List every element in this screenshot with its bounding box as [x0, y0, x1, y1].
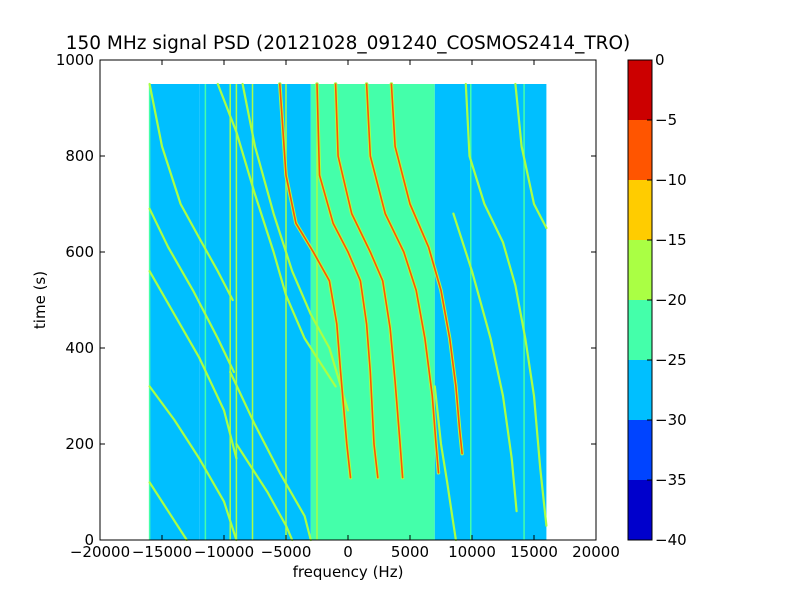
- signal-track: [464, 82, 548, 527]
- colorbar-tick-label: 0: [655, 51, 665, 69]
- chart-title: 150 MHz signal PSD (20121028_091240_COSM…: [66, 33, 631, 54]
- y-tick-label: 1000: [56, 51, 94, 69]
- x-tick-label: 0: [343, 543, 353, 561]
- colorbar-tick-label: −25: [655, 351, 687, 369]
- signal-track: [433, 385, 457, 542]
- colorbar-segment: [628, 120, 652, 180]
- colorbar-tick-label: −20: [655, 291, 687, 309]
- x-tick-label: −20000: [70, 543, 130, 561]
- colorbar: −40 −35 −30 −25 −20 −15 −10 −5 0: [627, 51, 687, 549]
- signal-track: [278, 83, 352, 479]
- y-axis: 0 200 400 600 800 1000: [56, 51, 596, 549]
- signal-track: [229, 370, 312, 542]
- signal-track: [452, 212, 518, 513]
- y-tick-label: 800: [65, 147, 94, 165]
- y-tick-label: 400: [65, 339, 94, 357]
- colorbar-tick-label: −5: [655, 111, 677, 129]
- colorbar-tick-label: −10: [655, 171, 687, 189]
- colorbar-segment: [628, 300, 652, 360]
- background-region: [434, 84, 547, 540]
- colorbar-segment: [628, 420, 652, 480]
- x-tick-label: 10000: [448, 543, 496, 561]
- colorbar-segment: [628, 60, 652, 120]
- y-tick-label: 200: [65, 435, 94, 453]
- x-axis: −20000 −15000 −10000 −5000 0 5000 10000 15000 20…: [70, 60, 620, 561]
- signal-track: [316, 83, 379, 479]
- colorbar-tick-label: −40: [655, 531, 687, 549]
- x-tick-label: −10000: [194, 543, 254, 561]
- signal-track: [334, 83, 404, 479]
- colorbar-segment: [628, 180, 652, 240]
- x-tick-label: −15000: [132, 543, 192, 561]
- colorbar-segment: [628, 360, 652, 420]
- x-axis-label: frequency (Hz): [293, 563, 404, 581]
- signal-track: [148, 207, 235, 374]
- signal-track: [365, 83, 440, 474]
- signal-track: [148, 270, 238, 460]
- colorbar-tick-label: −30: [655, 411, 687, 429]
- signal-track: [514, 82, 548, 230]
- background-region: [310, 84, 435, 540]
- background-region: [149, 84, 200, 540]
- x-tick-label: 20000: [572, 543, 620, 561]
- signal-track: [241, 82, 350, 412]
- y-tick-label: 0: [84, 531, 94, 549]
- spectrogram-image: [148, 82, 548, 542]
- signal-track: [148, 385, 238, 542]
- y-axis-label: time (s): [31, 271, 49, 329]
- colorbar-segment: [628, 240, 652, 300]
- y-tick-label: 600: [65, 243, 94, 261]
- colorbar-segment: [628, 480, 652, 540]
- x-tick-label: 5000: [391, 543, 429, 561]
- signal-track: [390, 83, 463, 455]
- colorbar-tick-label: −15: [655, 231, 687, 249]
- signal-track: [148, 481, 188, 542]
- signal-track: [235, 442, 294, 542]
- x-tick-label: −5000: [261, 543, 312, 561]
- signal-track: [216, 82, 337, 388]
- colorbar-tick-label: −35: [655, 471, 687, 489]
- signal-track: [148, 82, 234, 302]
- x-tick-label: 15000: [510, 543, 558, 561]
